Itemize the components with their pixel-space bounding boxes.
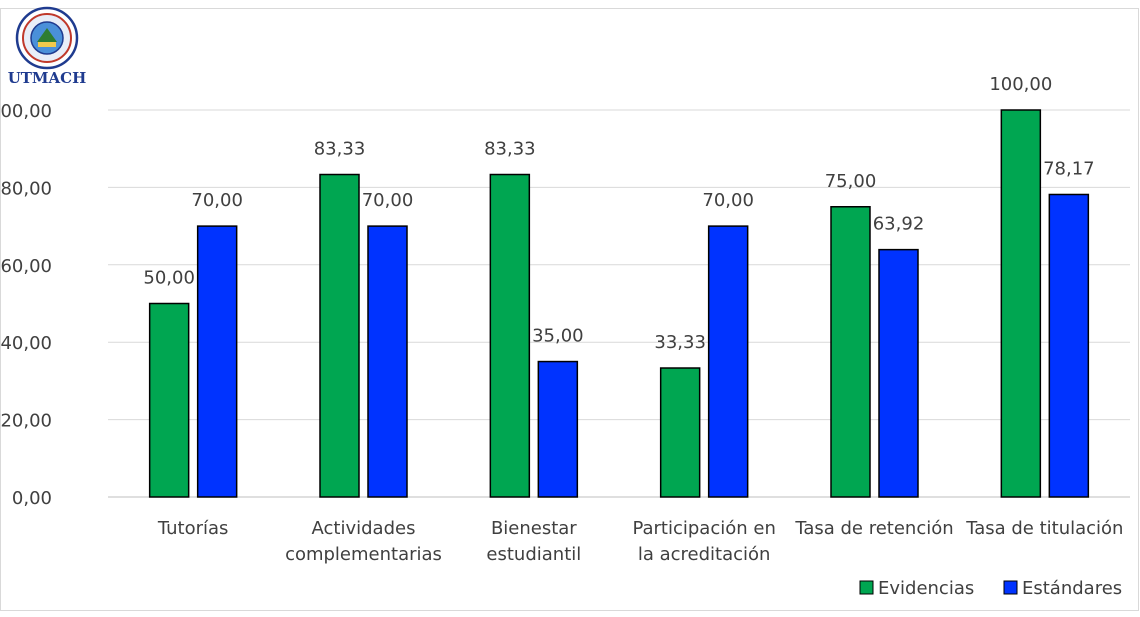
logo-text: UTMACH: [8, 69, 87, 87]
data-label: 78,17: [1043, 158, 1095, 179]
bar-evidencias: [148, 302, 190, 498]
bar-evidencias: [1000, 109, 1042, 498]
x-tick-label: la acreditación: [638, 544, 771, 565]
data-label: 75,00: [825, 171, 877, 192]
x-axis: Tutorías Actividades complementarias Bienes…: [157, 518, 1124, 565]
bar-estandares: [196, 225, 238, 498]
x-tick-label: Actividades: [312, 518, 416, 539]
data-label: 63,92: [873, 214, 925, 235]
data-label: 83,33: [484, 139, 536, 160]
utmach-logo: UTMACH: [8, 6, 87, 87]
y-tick-label: 0,00: [12, 488, 52, 509]
data-label: 70,00: [702, 190, 754, 211]
data-label: 35,00: [532, 326, 584, 347]
x-tick-label: Tasa de titulación: [965, 518, 1123, 539]
legend-swatch: [1003, 580, 1018, 595]
x-tick-label: estudiantil: [486, 544, 581, 565]
logo-seal-emblem: [37, 28, 57, 42]
x-tick-label: Tutorías: [157, 518, 229, 539]
bar-evidencias: [659, 367, 701, 498]
legend-swatch: [859, 580, 874, 595]
logo-seal-band: [38, 42, 56, 47]
bar-estandares: [367, 225, 408, 498]
legend: Evidencias Estándares: [859, 578, 1122, 599]
bar-estandares: [878, 248, 919, 498]
bar-evidencias: [489, 173, 531, 498]
y-tick-label: 40,00: [0, 333, 52, 354]
y-axis: 0,00 20,00 40,00 60,00 80,00 100,00: [0, 101, 52, 509]
x-tick-label: Bienestar: [491, 518, 577, 539]
data-labels: 50,00 70,00 83,33 70,00 83,33 35,00 33,33 70,00…: [143, 74, 1094, 353]
bar-estandares: [537, 360, 579, 498]
bar-evidencias: [319, 173, 360, 498]
data-label: 70,00: [191, 190, 243, 211]
x-tick-label: Participación en: [632, 518, 775, 539]
data-label: 50,00: [143, 268, 195, 289]
y-tick-label: 100,00: [0, 101, 52, 122]
y-tick-label: 80,00: [0, 178, 52, 199]
gridlines: [108, 109, 1130, 498]
data-label: 70,00: [362, 190, 414, 211]
x-tick-label: Tasa de retención: [794, 518, 953, 539]
data-label: 33,33: [654, 332, 706, 353]
bar-estandares: [1048, 193, 1090, 498]
y-tick-label: 60,00: [0, 256, 52, 277]
legend-label: Evidencias: [878, 578, 974, 599]
bar-estandares: [707, 225, 749, 498]
x-tick-label: complementarias: [285, 544, 442, 565]
data-label: 83,33: [314, 139, 366, 160]
bars: [148, 109, 1090, 498]
bar-evidencias: [830, 206, 871, 498]
data-label: 100,00: [989, 74, 1052, 95]
legend-label: Estándares: [1022, 578, 1122, 599]
y-tick-label: 20,00: [0, 411, 52, 432]
chart-border: [0, 8, 1139, 611]
